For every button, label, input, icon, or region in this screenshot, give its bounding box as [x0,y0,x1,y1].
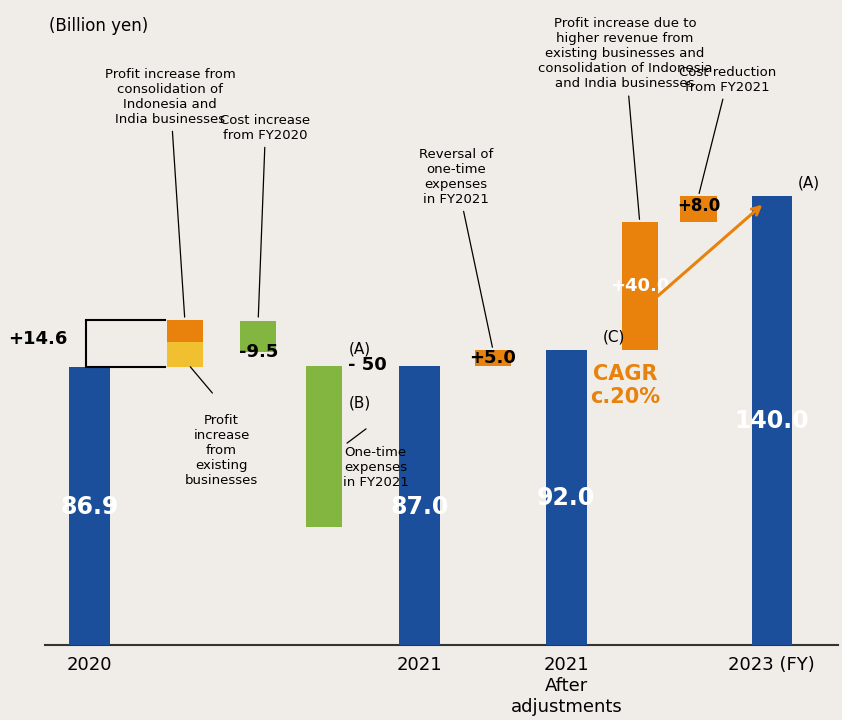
Text: (A): (A) [349,342,370,356]
Text: +14.6: +14.6 [8,330,67,348]
Text: CAGR
c.20%: CAGR c.20% [590,364,660,407]
Bar [167,342,203,366]
Text: (B): (B) [349,395,370,410]
Bar [399,366,440,645]
Text: 140.0: 140.0 [734,409,809,433]
Text: 86.9: 86.9 [61,495,119,519]
Text: One-time
expenses
in FY2021: One-time expenses in FY2021 [343,446,408,490]
Bar [167,320,203,342]
Text: +8.0: +8.0 [677,197,720,215]
Text: +40.0: +40.0 [610,277,669,295]
Text: Profit
increase
from
existing
businesses: Profit increase from existing businesses [185,415,258,487]
Bar [680,197,717,222]
Text: Cost reduction
from FY2021: Cost reduction from FY2021 [679,66,776,194]
Text: Reversal of
one-time
expenses
in FY2021: Reversal of one-time expenses in FY2021 [419,148,493,347]
Bar [475,351,511,366]
Bar [546,351,587,645]
Text: (A): (A) [798,175,820,190]
Text: (Billion yen): (Billion yen) [49,17,148,35]
Text: 92.0: 92.0 [537,486,595,510]
Bar [240,321,276,352]
Text: (C): (C) [603,330,626,345]
Bar [69,366,109,645]
Bar [752,197,792,645]
Text: Profit increase due to
higher revenue from
existing businesses and
consolidation: Profit increase due to higher revenue fr… [538,17,712,220]
Text: Cost increase
from FY2020: Cost increase from FY2020 [221,114,311,317]
Bar [621,222,658,351]
Text: Profit increase from
consolidation of
Indonesia and
India businesses: Profit increase from consolidation of In… [104,68,236,317]
Bar [306,366,343,526]
Text: -9.5: -9.5 [238,343,278,361]
Text: 87.0: 87.0 [391,495,449,519]
Text: +5.0: +5.0 [470,349,516,367]
Text: - 50: - 50 [349,356,387,374]
